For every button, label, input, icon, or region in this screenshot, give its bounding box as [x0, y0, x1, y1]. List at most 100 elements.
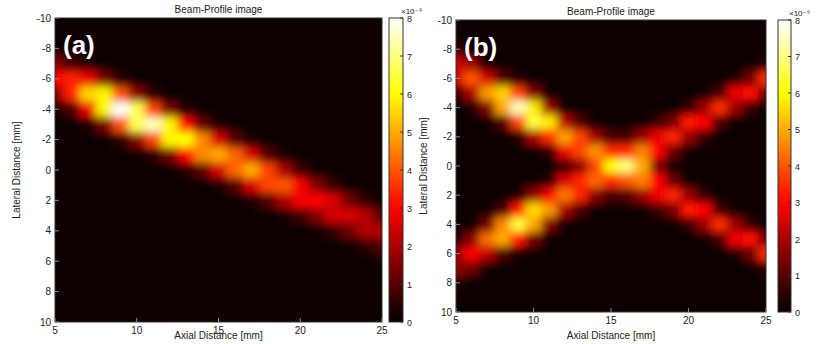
- cell: [588, 86, 604, 101]
- cell: [758, 159, 766, 174]
- cell: [479, 276, 495, 291]
- cell: [634, 144, 650, 159]
- cell: [743, 203, 759, 218]
- cell: [696, 217, 712, 232]
- cell: [55, 223, 64, 239]
- cell: [526, 57, 542, 72]
- cell: [308, 238, 325, 254]
- cell: [292, 178, 309, 194]
- cell: [145, 56, 162, 72]
- cell: [572, 232, 588, 247]
- cell: [161, 18, 178, 26]
- cell: [696, 86, 712, 101]
- cell: [194, 18, 211, 26]
- cell: [210, 18, 227, 26]
- cell: [325, 18, 342, 26]
- cell: [681, 115, 697, 130]
- cell: [456, 203, 464, 218]
- cell: [374, 71, 382, 87]
- colorbar-tick: [400, 56, 403, 57]
- cell: [145, 284, 162, 300]
- cell: [510, 290, 526, 305]
- cell: [634, 188, 650, 203]
- cell: [63, 132, 80, 148]
- cell: [63, 284, 80, 300]
- cell: [227, 18, 244, 26]
- cell: [292, 71, 309, 87]
- title: Beam-Profile image: [175, 4, 263, 15]
- cell: [634, 305, 650, 312]
- cell: [63, 18, 80, 26]
- cell: [541, 144, 557, 159]
- cell: [479, 86, 495, 101]
- cell: [145, 18, 162, 26]
- cell: [80, 193, 97, 209]
- cell: [80, 102, 97, 118]
- plot-frame: [456, 20, 766, 312]
- cell: [510, 20, 526, 28]
- colorbar-tick: [788, 93, 791, 94]
- cell: [743, 100, 759, 115]
- cell: [557, 57, 573, 72]
- cell: [194, 284, 211, 300]
- cell: [572, 276, 588, 291]
- x-tick: [766, 308, 767, 312]
- cell: [696, 115, 712, 130]
- cell: [681, 86, 697, 101]
- cell: [572, 290, 588, 305]
- cell: [145, 41, 162, 57]
- x-tick: [300, 318, 301, 322]
- cell: [243, 269, 260, 285]
- cell: [464, 115, 480, 130]
- cell: [194, 299, 211, 315]
- y-tick: [55, 109, 59, 110]
- cell: [758, 20, 766, 28]
- cell: [341, 102, 358, 118]
- cell: [464, 246, 480, 261]
- cell: [80, 117, 97, 133]
- cell: [55, 208, 64, 224]
- cell: [194, 162, 211, 178]
- cell: [526, 217, 542, 232]
- cell: [619, 42, 635, 57]
- cell: [456, 42, 464, 57]
- cell: [495, 290, 511, 305]
- cell: [308, 71, 325, 87]
- cell: [526, 20, 542, 28]
- cell: [55, 162, 64, 178]
- cell: [712, 130, 728, 145]
- y-tick-label: -10: [438, 15, 453, 26]
- y-tick: [55, 78, 59, 79]
- cell: [243, 26, 260, 42]
- cell: [619, 144, 635, 159]
- colorbar-tick-label: 3: [407, 204, 412, 214]
- cell: [650, 276, 666, 291]
- cell: [178, 56, 195, 72]
- cell: [479, 261, 495, 276]
- cell: [572, 173, 588, 188]
- cell: [161, 26, 178, 42]
- cell: [259, 178, 276, 194]
- cell: [572, 203, 588, 218]
- cell: [650, 100, 666, 115]
- cell: [210, 26, 227, 42]
- cell: [696, 144, 712, 159]
- cell: [161, 314, 178, 322]
- cell: [194, 132, 211, 148]
- cell: [743, 71, 759, 86]
- cell: [357, 18, 374, 26]
- cell: [743, 115, 759, 130]
- cell: [665, 159, 681, 174]
- cell: [341, 147, 358, 163]
- colorbar: [778, 20, 791, 312]
- x-tick: [688, 308, 689, 312]
- cell: [112, 314, 129, 322]
- cell: [696, 20, 712, 28]
- cell: [696, 173, 712, 188]
- cell: [588, 57, 604, 72]
- cell: [464, 100, 480, 115]
- cell: [526, 305, 542, 312]
- cell: [650, 290, 666, 305]
- cell: [112, 178, 129, 194]
- cell: [464, 276, 480, 291]
